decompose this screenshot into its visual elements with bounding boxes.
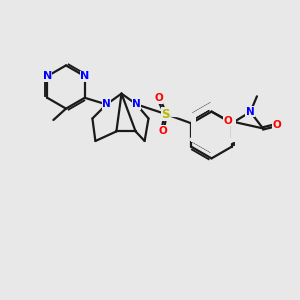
- Text: O: O: [158, 125, 167, 136]
- Text: N: N: [43, 71, 52, 81]
- Text: O: O: [154, 93, 163, 103]
- Text: N: N: [246, 107, 255, 117]
- Text: O: O: [224, 116, 232, 126]
- Text: N: N: [132, 99, 141, 110]
- Text: S: S: [161, 107, 170, 121]
- Text: N: N: [80, 71, 89, 81]
- Text: N: N: [102, 99, 111, 110]
- Text: O: O: [273, 120, 282, 130]
